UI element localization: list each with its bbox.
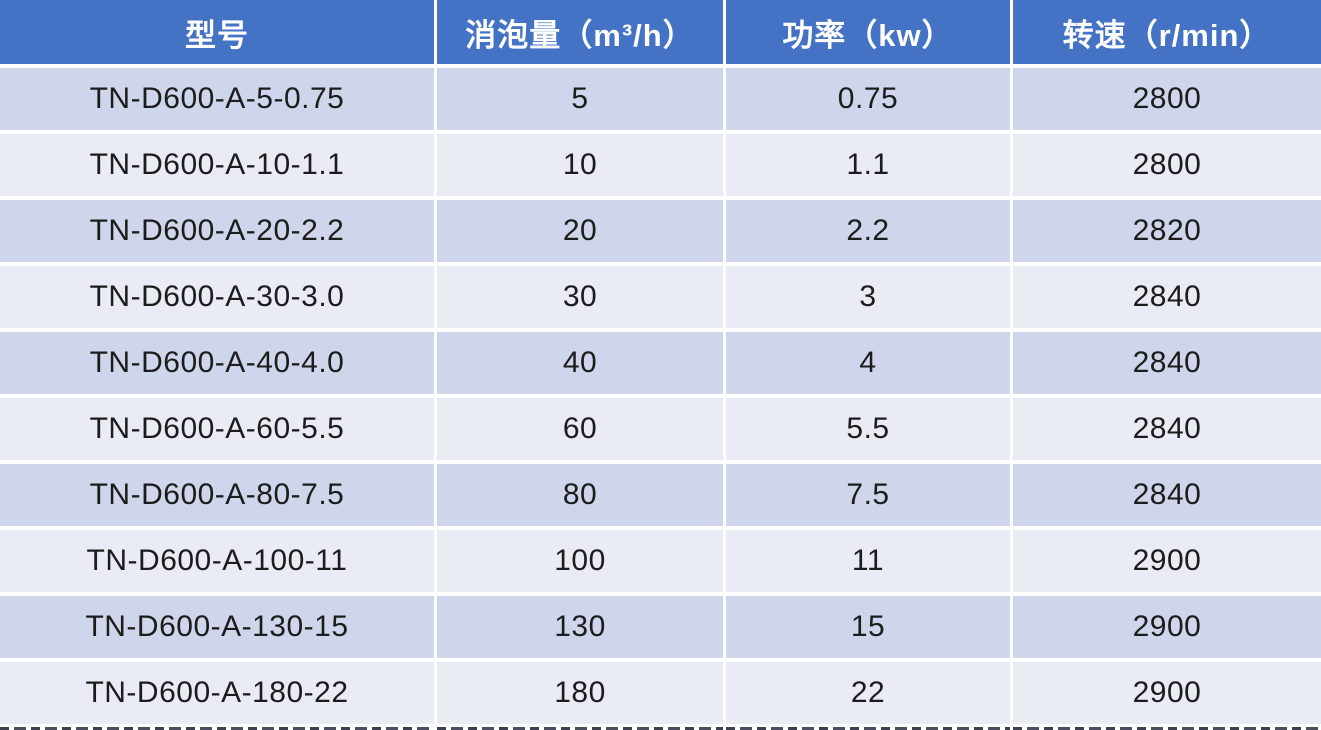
cropped-next-row-fragment [0,726,434,730]
cell-model: TN-D600-A-60-5.5 [0,398,434,460]
cell-model: TN-D600-A-5-0.75 [0,68,434,130]
cell-power: 4 [726,332,1010,394]
cell-power: 11 [726,530,1010,592]
cell-speed: 2800 [1013,68,1321,130]
cell-capacity: 80 [437,464,723,526]
cell-model: TN-D600-A-100-11 [0,530,434,592]
header-cell-model: 型号 [0,0,434,64]
cell-speed: 2800 [1013,134,1321,196]
cell-capacity: 180 [437,662,723,724]
cell-power: 1.1 [726,134,1010,196]
cell-model: TN-D600-A-10-1.1 [0,134,434,196]
cell-power: 3 [726,266,1010,328]
cell-power: 5.5 [726,398,1010,460]
cell-speed: 2900 [1013,530,1321,592]
cell-model: TN-D600-A-180-22 [0,662,434,724]
cell-model: TN-D600-A-40-4.0 [0,332,434,394]
cell-model: TN-D600-A-130-15 [0,596,434,658]
cell-speed: 2840 [1013,266,1321,328]
cell-speed: 2840 [1013,464,1321,526]
cropped-next-row-fragment [437,726,723,730]
cell-capacity: 20 [437,200,723,262]
cell-power: 22 [726,662,1010,724]
cell-power: 7.5 [726,464,1010,526]
cell-speed: 2900 [1013,596,1321,658]
cell-speed: 2820 [1013,200,1321,262]
cell-power: 15 [726,596,1010,658]
cell-capacity: 100 [437,530,723,592]
header-cell-capacity: 消泡量（m³/h） [437,0,723,64]
cell-speed: 2840 [1013,332,1321,394]
cropped-next-row-fragment [1013,726,1321,730]
cell-capacity: 5 [437,68,723,130]
cell-capacity: 30 [437,266,723,328]
cell-speed: 2840 [1013,398,1321,460]
cell-capacity: 10 [437,134,723,196]
cell-model: TN-D600-A-80-7.5 [0,464,434,526]
cell-power: 0.75 [726,68,1010,130]
header-cell-speed: 转速（r/min） [1013,0,1321,64]
cell-model: TN-D600-A-30-3.0 [0,266,434,328]
cell-model: TN-D600-A-20-2.2 [0,200,434,262]
cell-speed: 2900 [1013,662,1321,724]
cell-capacity: 40 [437,332,723,394]
cell-power: 2.2 [726,200,1010,262]
cropped-next-row-fragment [726,726,1010,730]
cell-capacity: 130 [437,596,723,658]
cropped-next-row [0,726,1321,730]
cell-capacity: 60 [437,398,723,460]
header-cell-power: 功率（kw） [726,0,1010,64]
